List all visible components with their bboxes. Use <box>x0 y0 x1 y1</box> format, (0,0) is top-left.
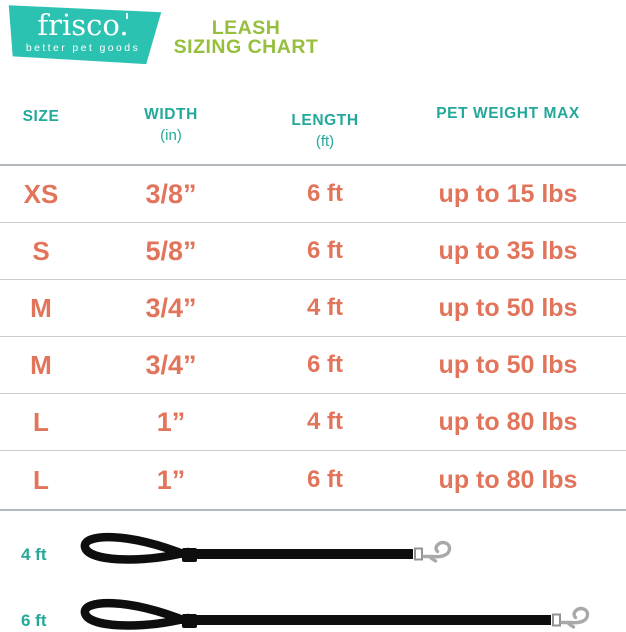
frisco-logo: frisco. better pet goods <box>8 5 162 65</box>
header-pet-weight-max: PET WEIGHT MAX <box>436 105 580 122</box>
cell-width: 5/8” <box>145 235 197 266</box>
cell-length: 6 ft <box>307 180 343 207</box>
leash-handle-loop <box>80 533 193 564</box>
cell-size: L <box>33 464 49 495</box>
cell-width: 3/4” <box>145 349 197 380</box>
cell-width: 1” <box>156 464 186 495</box>
cell-length: 4 ft <box>307 294 343 321</box>
cell-weight: up to 80 lbs <box>438 465 578 494</box>
cell-width: 3/4” <box>145 292 197 323</box>
brand-tagline: better pet goods <box>25 42 141 54</box>
leash-handle-loop <box>80 599 193 630</box>
table-row: XS 3/8” 6 ft up to 15 lbs <box>0 166 626 223</box>
page-title-line1: LEASH <box>211 17 281 39</box>
header-size: SIZE <box>22 108 60 125</box>
leash-strap <box>190 549 413 559</box>
table-row: L 1” 4 ft up to 80 lbs <box>0 394 626 451</box>
leash-strap <box>190 615 551 625</box>
brand-wordmark: frisco. <box>37 11 128 40</box>
cell-weight: up to 35 lbs <box>438 236 578 265</box>
cell-length: 6 ft <box>307 237 343 264</box>
cell-length: 6 ft <box>307 351 343 378</box>
brand-text: frisco. <box>37 8 129 42</box>
cell-length: 4 ft <box>307 408 343 435</box>
page-title-line2: SIZING CHART <box>173 36 319 58</box>
table-row: M 3/4” 4 ft up to 50 lbs <box>0 280 626 337</box>
table-row: L 1” 6 ft up to 80 lbs <box>0 451 626 511</box>
table-row: S 5/8” 6 ft up to 35 lbs <box>0 223 626 280</box>
cell-weight: up to 50 lbs <box>438 350 578 379</box>
cell-width: 3/8” <box>145 178 197 209</box>
cell-size: S <box>32 235 50 266</box>
table-header-row: SIZE WIDTH (in) LENGTH (ft) PET WEIGHT M… <box>0 104 626 150</box>
cell-size: XS <box>23 178 59 209</box>
header-width: WIDTH (in) <box>144 106 198 144</box>
cell-size: M <box>30 292 52 323</box>
table-row: M 3/4” 6 ft up to 50 lbs <box>0 337 626 394</box>
page-title: LEASH SIZING CHART <box>170 17 322 58</box>
snap-hook-trigger-icon <box>567 622 576 629</box>
trademark-tick-icon <box>125 13 128 19</box>
header-length: LENGTH (ft) <box>291 112 359 150</box>
cell-weight: up to 50 lbs <box>438 293 578 322</box>
snap-hook-trigger-icon <box>429 556 438 563</box>
sizing-table-body: XS 3/8” 6 ft up to 15 lbs S 5/8” 6 ft up… <box>0 164 626 511</box>
clasp-ferrule-icon <box>414 547 423 561</box>
cell-weight: up to 15 lbs <box>438 179 578 208</box>
leash-6ft-label: 6 ft <box>21 611 47 630</box>
clasp-ferrule-icon <box>552 613 561 627</box>
leash-4ft-label: 4 ft <box>21 545 47 564</box>
leash-6ft-illustration <box>80 599 590 630</box>
snap-hook-icon <box>560 606 590 625</box>
cell-size: L <box>33 406 49 437</box>
cell-width: 1” <box>156 406 186 437</box>
cell-size: M <box>30 349 52 380</box>
cell-length: 6 ft <box>307 466 343 493</box>
cell-weight: up to 80 lbs <box>438 407 578 436</box>
snap-hook-icon <box>422 540 452 559</box>
leash-4ft-illustration <box>80 533 452 564</box>
